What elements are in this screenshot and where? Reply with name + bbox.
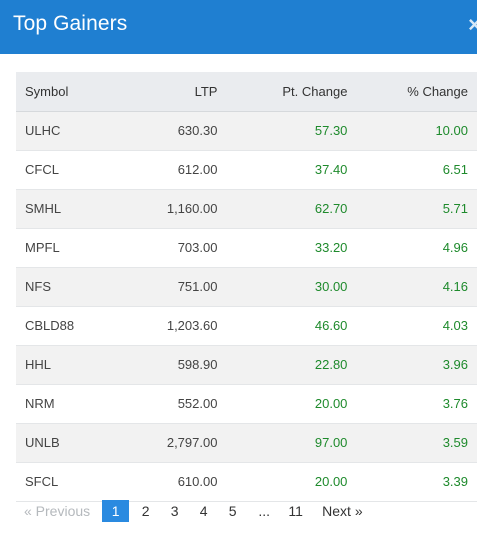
cell-ltp: 552.00: [113, 384, 219, 424]
cell-symbol: UNLB: [16, 423, 114, 463]
page-link-last[interactable]: 11: [288, 503, 303, 519]
pagination-ellipsis: ...: [258, 503, 270, 519]
table-row[interactable]: ULHC 630.30 57.30 10.00: [16, 111, 477, 151]
cell-pt-change: 97.00: [218, 423, 349, 463]
close-icon[interactable]: ×: [468, 12, 477, 37]
cell-ltp: 2,797.00: [113, 423, 219, 463]
cell-pt-change: 37.40: [218, 150, 349, 190]
cell-pt-change: 33.20: [218, 228, 349, 268]
cell-pct-change: 6.51: [348, 150, 477, 190]
cell-pct-change: 3.76: [348, 384, 477, 424]
column-header-symbol[interactable]: Symbol: [16, 72, 114, 112]
cell-ltp: 598.90: [113, 345, 219, 385]
cell-symbol: NFS: [16, 267, 114, 307]
table-row[interactable]: CFCL 612.00 37.40 6.51: [16, 150, 477, 190]
cell-pt-change: 30.00: [218, 267, 349, 307]
cell-symbol: SFCL: [16, 462, 114, 502]
page-link-5[interactable]: 5: [228, 503, 237, 519]
table-row[interactable]: SFCL 610.00 20.00 3.39: [16, 462, 477, 502]
cell-pct-change: 3.59: [348, 423, 477, 463]
page-link-2[interactable]: 2: [141, 503, 150, 519]
next-page-link[interactable]: Next »: [322, 503, 363, 519]
table-row[interactable]: SMHL 1,160.00 62.70 5.71: [16, 189, 477, 229]
cell-pct-change: 4.16: [348, 267, 477, 307]
cell-ltp: 610.00: [113, 462, 219, 502]
page-link-4[interactable]: 4: [199, 503, 208, 519]
table-row[interactable]: HHL 598.90 22.80 3.96: [16, 345, 477, 385]
cell-pct-change: 10.00: [348, 111, 477, 151]
table-row[interactable]: UNLB 2,797.00 97.00 3.59: [16, 423, 477, 463]
column-header-ltp[interactable]: LTP: [113, 72, 219, 112]
cell-ltp: 1,160.00: [113, 189, 219, 229]
page-link-1[interactable]: 1: [102, 500, 130, 522]
cell-symbol: CBLD88: [16, 306, 114, 346]
previous-page-link[interactable]: « Previous: [24, 503, 91, 519]
cell-symbol: SMHL: [16, 189, 114, 229]
cell-pct-change: 5.71: [348, 189, 477, 229]
cell-pct-change: 3.96: [348, 345, 477, 385]
modal-header: Top Gainers ×: [0, 0, 477, 54]
gainers-table: Symbol LTP Pt. Change % Change ULHC 630.3…: [16, 72, 477, 502]
cell-symbol: NRM: [16, 384, 114, 424]
pagination: « Previous 1 2 3 4 5 ... 11 Next »: [24, 500, 363, 522]
cell-ltp: 751.00: [113, 267, 219, 307]
cell-pct-change: 4.96: [348, 228, 477, 268]
cell-pt-change: 20.00: [218, 384, 349, 424]
column-header-pct-change[interactable]: % Change: [348, 72, 477, 112]
gainers-table-container: Symbol LTP Pt. Change % Change ULHC 630.3…: [16, 72, 477, 502]
table-row[interactable]: CBLD88 1,203.60 46.60 4.03: [16, 306, 477, 346]
table-row[interactable]: NFS 751.00 30.00 4.16: [16, 267, 477, 307]
cell-pct-change: 3.39: [348, 462, 477, 502]
table-header-row: Symbol LTP Pt. Change % Change: [16, 72, 477, 112]
table-row[interactable]: MPFL 703.00 33.20 4.96: [16, 228, 477, 268]
column-header-pt-change[interactable]: Pt. Change: [218, 72, 349, 112]
cell-pt-change: 20.00: [218, 462, 349, 502]
cell-pt-change: 46.60: [218, 306, 349, 346]
cell-pt-change: 62.70: [218, 189, 349, 229]
cell-ltp: 630.30: [113, 111, 219, 151]
modal-title: Top Gainers: [13, 12, 128, 35]
cell-ltp: 1,203.60: [113, 306, 219, 346]
page-link-3[interactable]: 3: [170, 503, 179, 519]
table-body: ULHC 630.30 57.30 10.00 CFCL 612.00 37.40 6.51 S…: [16, 111, 477, 502]
cell-symbol: MPFL: [16, 228, 114, 268]
cell-pct-change: 4.03: [348, 306, 477, 346]
table-row[interactable]: NRM 552.00 20.00 3.76: [16, 384, 477, 424]
cell-ltp: 612.00: [113, 150, 219, 190]
cell-symbol: HHL: [16, 345, 114, 385]
cell-symbol: ULHC: [16, 111, 114, 151]
cell-pt-change: 57.30: [218, 111, 349, 151]
cell-ltp: 703.00: [113, 228, 219, 268]
cell-pt-change: 22.80: [218, 345, 349, 385]
cell-symbol: CFCL: [16, 150, 114, 190]
